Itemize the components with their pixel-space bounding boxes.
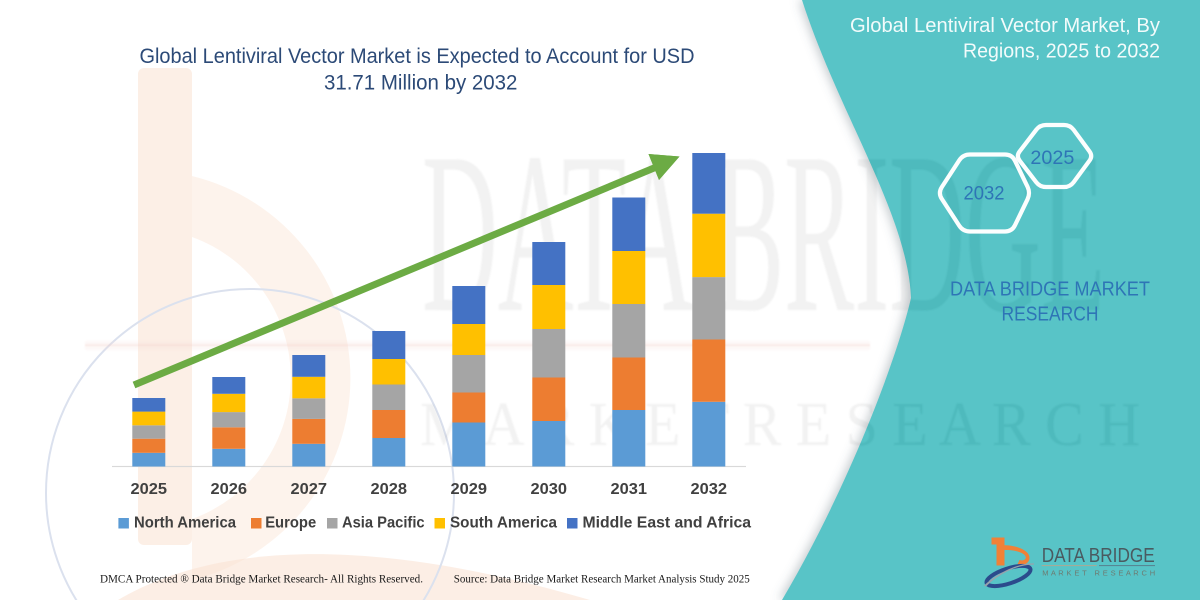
svg-text:DATA BRIDGE: DATA BRIDGE [1042,545,1155,567]
svg-text:DATA BRIDGE MARKET: DATA BRIDGE MARKET [950,279,1150,301]
svg-text:2027: 2027 [291,481,328,498]
svg-text:North America: North America [134,515,236,532]
svg-text:2030: 2030 [531,481,568,498]
svg-text:Source: Data Bridge Market Res: Source: Data Bridge Market Research Mark… [454,574,750,586]
svg-text:DMCA Protected ® Data Bridge M: DMCA Protected ® Data Bridge Market Rese… [100,574,423,586]
svg-text:2025: 2025 [131,481,168,498]
svg-text:Regions, 2025 to 2032: Regions, 2025 to 2032 [963,40,1160,62]
svg-text:2029: 2029 [451,481,488,498]
svg-text:2031: 2031 [611,481,648,498]
svg-text:South America: South America [450,515,557,532]
svg-text:Europe: Europe [265,515,316,532]
svg-text:Global Lentiviral Vector Marke: Global Lentiviral Vector Market is Expec… [140,45,695,68]
svg-text:31.71 Million by 2032: 31.71 Million by 2032 [324,72,518,95]
svg-text:Middle East and Africa: Middle East and Africa [583,515,752,532]
svg-text:2025: 2025 [1030,147,1074,169]
svg-text:2032: 2032 [964,184,1005,205]
svg-text:RESEARCH: RESEARCH [1002,304,1099,326]
svg-text:2026: 2026 [211,481,248,498]
svg-text:Asia Pacific: Asia Pacific [342,515,425,532]
svg-text:2032: 2032 [691,481,728,498]
svg-text:M A R K E T R E S E A R C H: M A R K E T R E S E A R C H [420,391,1140,459]
svg-text:M A R K E T R E S E A R C H: M A R K E T R E S E A R C H [1042,568,1155,577]
svg-text:2028: 2028 [371,481,408,498]
svg-text:Global Lentiviral Vector Marke: Global Lentiviral Vector Market, By [850,15,1160,37]
